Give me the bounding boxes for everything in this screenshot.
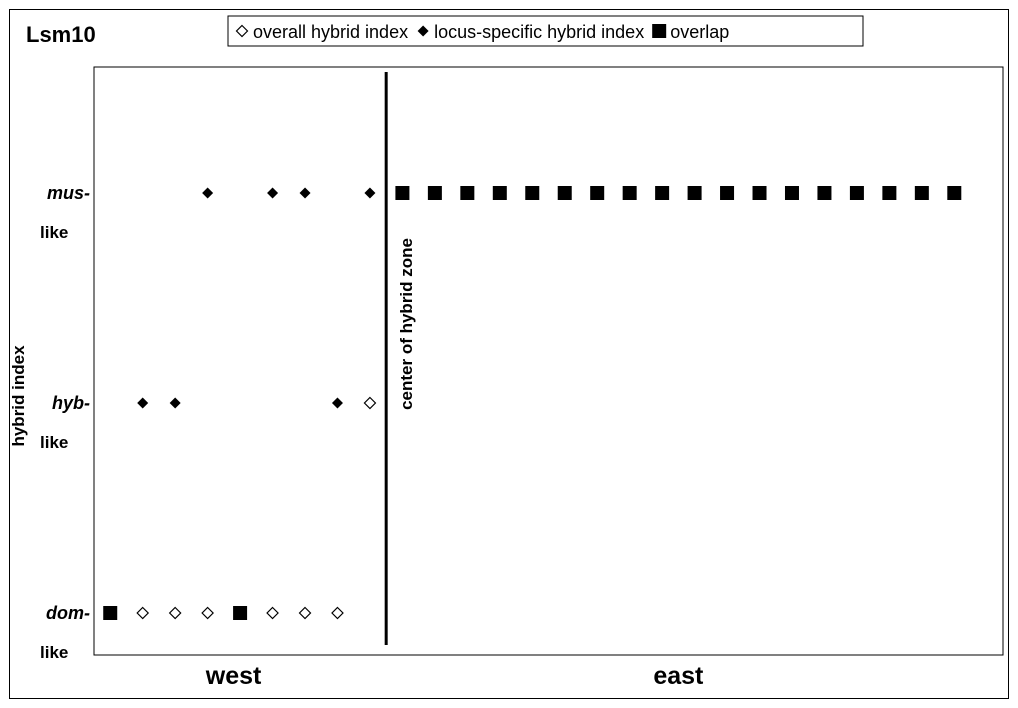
data-point-open-diamond	[136, 606, 150, 620]
chart-title: Lsm10	[26, 22, 96, 47]
data-point-square	[720, 186, 735, 200]
x-region-label-east: east	[653, 662, 704, 690]
data-point-open-diamond	[331, 606, 344, 620]
data-point-square	[233, 606, 248, 620]
legend-marker-open-diamond	[235, 24, 249, 38]
data-point-diamond	[202, 187, 214, 199]
chart-title-group: Lsm10	[26, 22, 96, 47]
chart-frame	[9, 9, 1009, 699]
data-point-square	[882, 186, 897, 200]
data-point-open-diamond	[266, 606, 279, 620]
legend-label: locus-specific hybrid index	[434, 22, 644, 42]
data-point-square	[590, 186, 605, 200]
legend-marker-diamond	[417, 25, 429, 37]
data-point-square	[492, 186, 507, 200]
y-level-label-hyb: hyb-	[52, 393, 90, 413]
y-level-label-dom: dom-	[46, 603, 90, 623]
data-point-square	[817, 186, 832, 200]
data-point-square	[103, 606, 118, 620]
data-point-open-diamond	[363, 396, 377, 410]
data-point-diamond	[267, 187, 279, 199]
y-level-sublabel-mus: like	[40, 223, 68, 242]
x-region-label-west: west	[205, 662, 262, 690]
legend-label: overall hybrid index	[253, 22, 408, 42]
data-point-open-diamond	[201, 606, 214, 620]
data-point-square	[395, 186, 410, 200]
data-point-square	[460, 186, 475, 200]
data-point-square	[914, 186, 929, 200]
data-point-square	[655, 186, 670, 200]
legend-label: overlap	[670, 22, 729, 42]
legend: overall hybrid index locus-specific hybri…	[227, 15, 864, 47]
y-level-label-mus: mus-	[47, 183, 90, 203]
data-point-square	[557, 186, 572, 200]
y-level-sublabel-hyb: like	[40, 433, 68, 452]
y-level-sublabel-dom: like	[40, 643, 68, 662]
center-line-label: center of hybrid zone	[397, 238, 416, 410]
data-point-diamond	[299, 187, 311, 199]
y-axis-labels: dom-like hyb-like mus-like	[40, 183, 90, 662]
center-line-group: center of hybrid zone	[384, 72, 416, 645]
data-point-diamond	[331, 397, 343, 409]
data-point-open-diamond	[168, 606, 182, 620]
data-points	[103, 186, 962, 620]
legend-marker-square	[652, 24, 667, 38]
data-point-diamond	[169, 397, 181, 409]
data-point-square	[947, 186, 962, 200]
plot-area	[93, 66, 1004, 656]
data-point-square	[849, 186, 864, 200]
data-point-open-diamond	[298, 606, 312, 620]
x-axis-region-labels: west east	[205, 662, 704, 690]
data-point-square	[752, 186, 767, 200]
data-point-diamond	[364, 187, 376, 199]
data-point-square	[427, 186, 442, 200]
data-point-square	[622, 186, 637, 200]
y-axis-title: hybrid index	[9, 345, 28, 447]
data-point-square	[784, 186, 799, 200]
data-point-square	[525, 186, 540, 200]
data-point-square	[687, 186, 702, 200]
legend-box	[227, 15, 864, 47]
data-point-diamond	[137, 397, 149, 409]
